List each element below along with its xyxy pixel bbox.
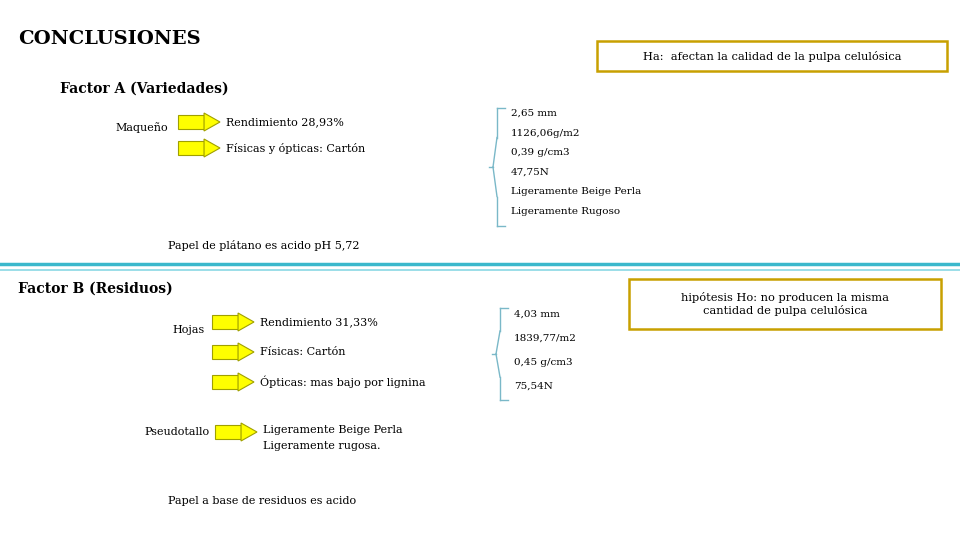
Polygon shape [215,425,241,439]
Text: 2,65 mm: 2,65 mm [511,109,557,118]
Text: CONCLUSIONES: CONCLUSIONES [18,30,201,48]
Polygon shape [238,373,254,391]
Polygon shape [212,315,238,329]
Text: Factor B (Residuos): Factor B (Residuos) [18,282,173,296]
Polygon shape [204,139,220,157]
Text: Ligeramente Beige Perla: Ligeramente Beige Perla [511,187,641,196]
Text: Papel de plátano es acido pH 5,72: Papel de plátano es acido pH 5,72 [168,240,359,251]
Polygon shape [204,113,220,131]
Polygon shape [241,423,257,441]
Text: 75,54N: 75,54N [514,382,553,391]
Text: 47,75N: 47,75N [511,167,550,177]
Text: 4,03 mm: 4,03 mm [514,310,560,319]
Text: Hojas: Hojas [173,325,205,335]
Text: 1839,77/m2: 1839,77/m2 [514,334,577,343]
Text: 0,39 g/cm3: 0,39 g/cm3 [511,148,569,157]
Text: Rendimiento 31,33%: Rendimiento 31,33% [260,317,378,327]
Polygon shape [238,343,254,361]
Text: Ligeramente Beige Perla: Ligeramente Beige Perla [263,425,402,435]
Text: 1126,06g/m2: 1126,06g/m2 [511,129,581,138]
FancyBboxPatch shape [629,279,941,329]
Text: Ligeramente Rugoso: Ligeramente Rugoso [511,206,620,215]
Text: Ha:  afectan la calidad de la pulpa celulósica: Ha: afectan la calidad de la pulpa celul… [643,51,901,62]
Text: Físicas y ópticas: Cartón: Físicas y ópticas: Cartón [226,143,365,153]
Text: Papel a base de residuos es acido: Papel a base de residuos es acido [168,496,356,506]
Text: Físicas: Cartón: Físicas: Cartón [260,347,346,357]
Polygon shape [178,115,204,129]
Text: Factor A (Variedades): Factor A (Variedades) [60,82,228,96]
Text: Ópticas: mas bajo por lignina: Ópticas: mas bajo por lignina [260,376,425,388]
Text: Pseudotallo: Pseudotallo [145,427,210,437]
Text: Maqueño: Maqueño [115,123,168,133]
Polygon shape [212,345,238,359]
Text: Rendimiento 28,93%: Rendimiento 28,93% [226,117,344,127]
Text: 0,45 g/cm3: 0,45 g/cm3 [514,358,572,367]
FancyBboxPatch shape [597,41,947,71]
Text: Ligeramente rugosa.: Ligeramente rugosa. [263,441,380,451]
Polygon shape [178,141,204,155]
Text: hipótesis Ho: no producen la misma
cantidad de pulpa celulósica: hipótesis Ho: no producen la misma canti… [681,292,889,316]
Polygon shape [212,375,238,389]
Polygon shape [238,313,254,331]
